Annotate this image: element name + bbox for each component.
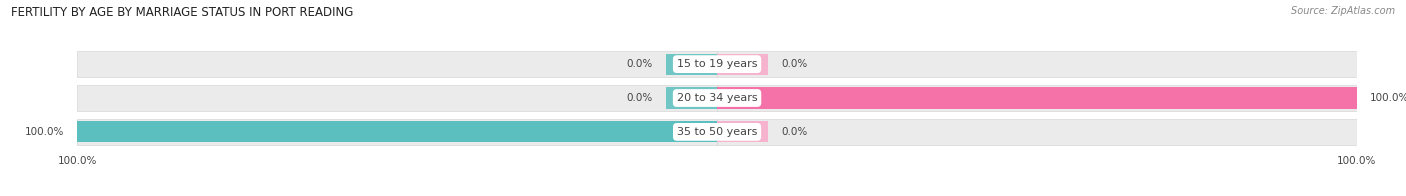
Text: 100.0%: 100.0%	[1369, 93, 1406, 103]
Bar	[717, 51, 1357, 77]
Text: 20 to 34 years: 20 to 34 years	[676, 93, 758, 103]
Text: 0.0%: 0.0%	[782, 59, 807, 69]
Text: 0.0%: 0.0%	[627, 93, 654, 103]
Text: 100.0%: 100.0%	[25, 127, 65, 137]
Text: 0.0%: 0.0%	[627, 59, 654, 69]
Bar	[717, 121, 768, 142]
Text: Source: ZipAtlas.com: Source: ZipAtlas.com	[1291, 6, 1395, 16]
Text: 35 to 50 years: 35 to 50 years	[676, 127, 758, 137]
Bar	[717, 87, 1357, 109]
Bar	[717, 54, 768, 75]
Bar	[77, 119, 717, 145]
Bar	[666, 54, 717, 75]
Bar	[77, 51, 717, 77]
Text: 15 to 19 years: 15 to 19 years	[676, 59, 758, 69]
Text: FERTILITY BY AGE BY MARRIAGE STATUS IN PORT READING: FERTILITY BY AGE BY MARRIAGE STATUS IN P…	[11, 6, 354, 19]
Bar	[77, 121, 717, 142]
Bar	[77, 85, 717, 111]
Text: 0.0%: 0.0%	[782, 127, 807, 137]
Bar	[717, 85, 1357, 111]
Bar	[666, 87, 717, 109]
Bar	[717, 119, 1357, 145]
